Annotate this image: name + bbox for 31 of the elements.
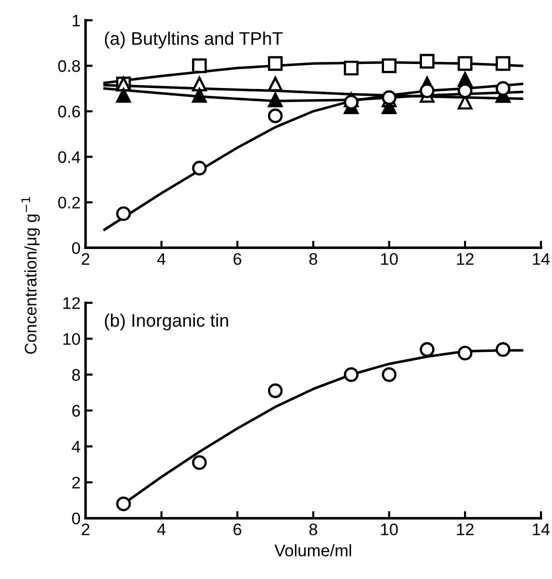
text: (a) Butyltins and TPhT xyxy=(104,32,283,48)
x-tick-label: 8 xyxy=(309,524,318,536)
x-tick-label: 4 xyxy=(157,524,166,536)
x-tick-label: 14 xyxy=(532,253,550,265)
y-tick-label: 0.2 xyxy=(58,196,80,209)
y-tick-label: 0 xyxy=(72,512,80,524)
y-tick-label: 0.6 xyxy=(58,106,80,118)
text: (b) Inorganic tin xyxy=(104,314,228,330)
x-tick-label: 10 xyxy=(381,524,398,536)
x-tick-label: 12 xyxy=(457,253,474,265)
x-tick-label: 4 xyxy=(157,253,166,265)
x-tick-label: 12 xyxy=(457,524,474,536)
x-tick-label: 6 xyxy=(234,253,242,265)
x-tick-label: 8 xyxy=(309,253,318,265)
y-tick-label: 1 xyxy=(72,14,80,26)
y-tick-label: 12 xyxy=(63,297,80,309)
y-tick-label: 8 xyxy=(72,369,80,381)
x-tick-label: 10 xyxy=(381,253,398,265)
y-tick-label: 10 xyxy=(63,333,80,345)
y-tick-label: 2 xyxy=(72,476,80,488)
x-tick-label: 2 xyxy=(82,253,90,265)
y-tick-label: 0.4 xyxy=(58,151,80,163)
x-tick-label: 2 xyxy=(82,524,90,536)
y-tick-label: 0.8 xyxy=(58,60,80,72)
y-tick-label: 4 xyxy=(72,440,80,452)
x-tick-label: 6 xyxy=(234,524,242,536)
y-tick-label: 0 xyxy=(72,242,80,254)
y-axis-title: Concentration/μg g$^{−1}$ xyxy=(22,197,40,354)
x-axis-title: Volume/ml xyxy=(274,544,352,556)
y-tick-label: 6 xyxy=(72,404,80,417)
x-tick-label: 14 xyxy=(532,524,550,536)
